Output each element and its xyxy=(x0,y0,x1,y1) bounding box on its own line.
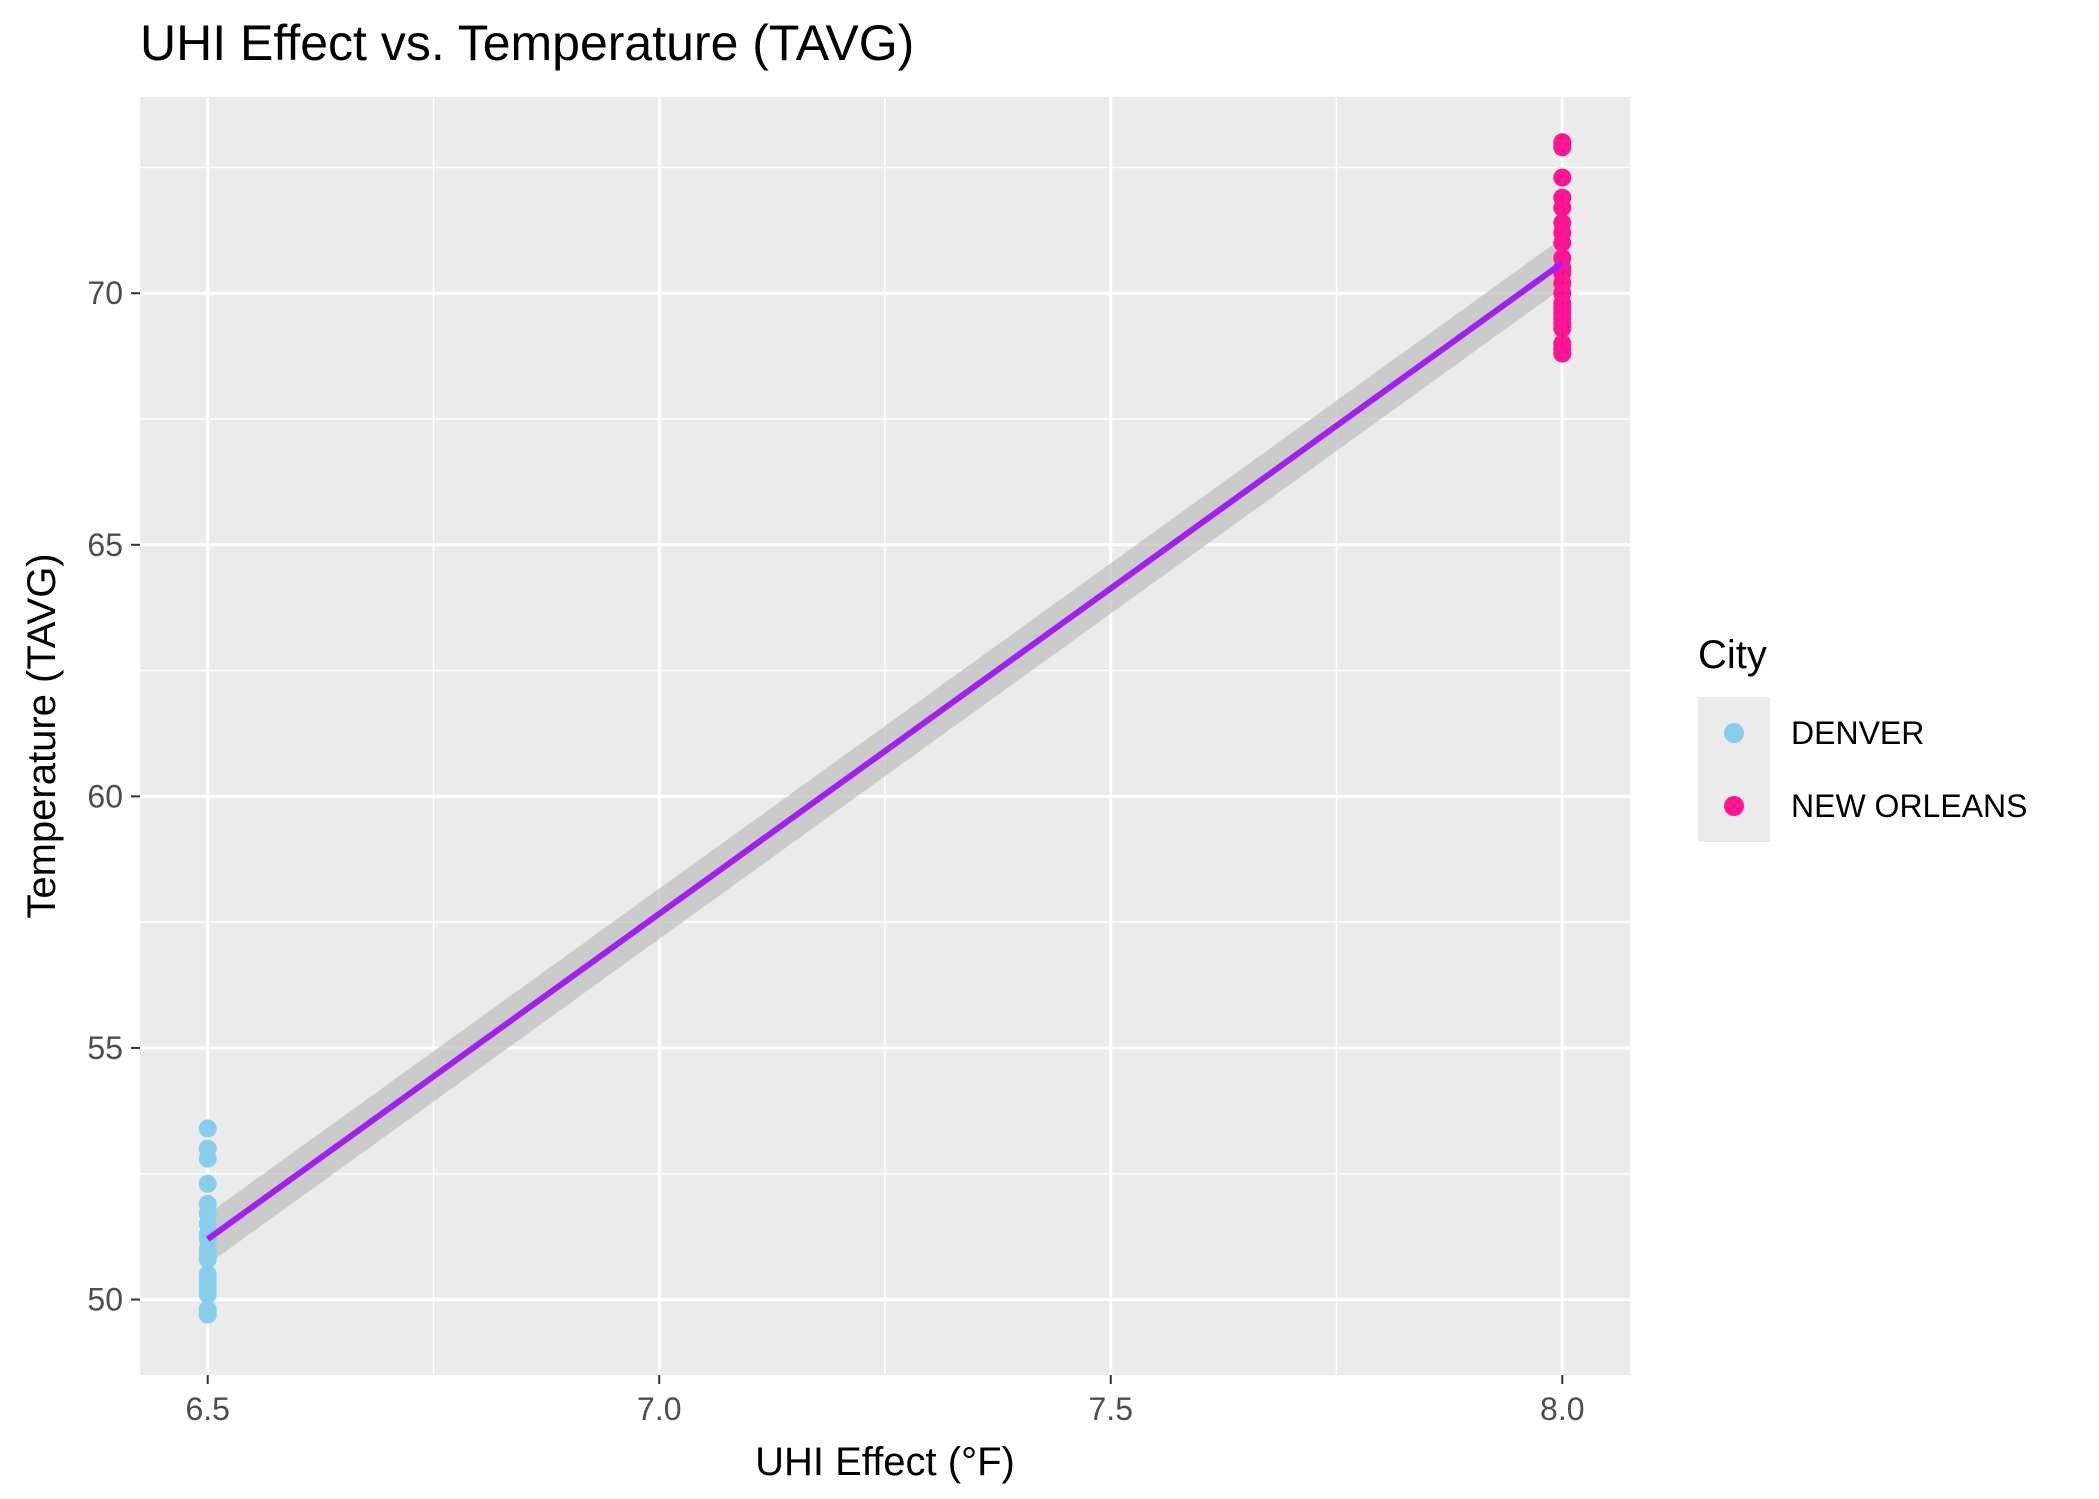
legend-label-new-orleans: NEW ORLEANS xyxy=(1791,788,2027,824)
x-tick-label: 7.5 xyxy=(1089,1391,1133,1427)
legend-title: City xyxy=(1698,633,1767,677)
legend-keys-background xyxy=(1698,697,1770,842)
regression-line-path xyxy=(205,260,1565,1242)
legend-key-new-orleans xyxy=(1724,796,1744,816)
data-point-denver xyxy=(198,1285,217,1304)
chart-title: UHI Effect vs. Temperature (TAVG) xyxy=(140,15,914,71)
y-tick-label: 55 xyxy=(87,1030,123,1066)
data-point-denver xyxy=(198,1149,217,1168)
grid-major xyxy=(140,97,1630,1375)
y-axis-title: Temperature (TAVG) xyxy=(20,553,64,918)
y-tick-label: 60 xyxy=(87,778,123,814)
y-tick-label: 65 xyxy=(87,527,123,563)
data-point-new-orleans xyxy=(1553,138,1572,157)
data-point-denver xyxy=(198,1250,217,1269)
data-point-new-orleans xyxy=(1553,168,1572,187)
x-tick-label: 7.0 xyxy=(637,1391,681,1427)
regression-line xyxy=(205,260,1565,1242)
data-point-denver xyxy=(198,1305,217,1324)
x-axis: 6.5 7.0 7.5 8.0 xyxy=(185,1375,1585,1427)
x-tick-label: 8.0 xyxy=(1540,1391,1584,1427)
legend: City DENVER NEW ORLEANS xyxy=(1698,633,2027,842)
data-point-denver xyxy=(198,1119,217,1138)
y-tick-label: 70 xyxy=(87,275,123,311)
legend-key-denver xyxy=(1724,723,1744,743)
x-axis-title: UHI Effect (°F) xyxy=(755,1440,1015,1484)
data-point-denver xyxy=(198,1174,217,1193)
data-point-new-orleans xyxy=(1553,319,1572,338)
data-points xyxy=(198,133,1572,1324)
y-axis: 50 55 60 65 70 xyxy=(87,275,140,1318)
legend-label-denver: DENVER xyxy=(1791,715,1924,751)
data-point-new-orleans xyxy=(1553,344,1572,363)
y-tick-label: 50 xyxy=(87,1282,123,1318)
data-point-new-orleans xyxy=(1553,223,1572,242)
x-tick-label: 6.5 xyxy=(185,1391,229,1427)
data-point-new-orleans xyxy=(1553,198,1572,217)
